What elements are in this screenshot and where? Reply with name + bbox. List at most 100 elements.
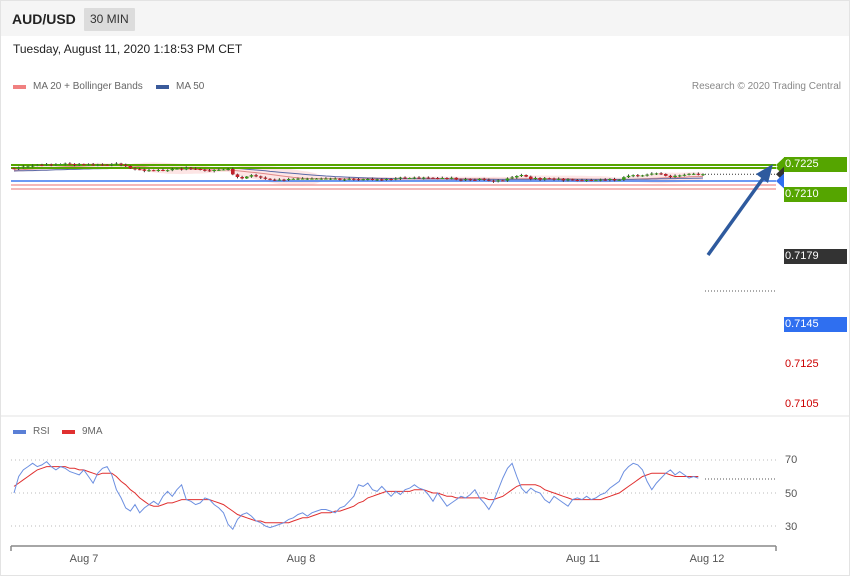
candle-body (454, 177, 459, 180)
candle-body (72, 164, 77, 165)
candle-body (100, 164, 105, 166)
candle-body (44, 164, 49, 166)
candle-body (449, 177, 454, 179)
candle-body (54, 164, 58, 166)
ma50-label: MA 50 (176, 81, 205, 92)
candle-body (217, 169, 221, 171)
candle-body (338, 178, 342, 180)
ma20-label: MA 20 + Bollinger Bands (33, 81, 143, 92)
candle-body (598, 179, 603, 181)
candle-body (556, 178, 561, 180)
candle-body (272, 179, 277, 181)
rsi-ma-line (13, 466, 699, 524)
level-tag-pivot: 0.7145 (784, 317, 847, 332)
candle-body (608, 179, 612, 180)
legend-ma20: MA 20 + Bollinger Bands (13, 81, 143, 92)
level-pivot-label: 0.7145 (785, 318, 819, 330)
candle-body (640, 175, 645, 177)
candle-body (631, 175, 635, 177)
candle-body (203, 169, 207, 171)
candle-body (170, 169, 175, 171)
candle-body (673, 175, 677, 177)
candle-body (179, 168, 184, 170)
candle-body (575, 180, 580, 181)
candle-body (701, 174, 705, 176)
candle-body (393, 178, 398, 180)
candle-body (324, 178, 328, 180)
candle-body (314, 178, 319, 180)
x-tick-aug12: Aug 12 (689, 553, 725, 565)
candle-body (412, 177, 417, 179)
candle-body (654, 173, 659, 175)
rsi-tick-70: 70 (785, 454, 798, 466)
candle-body (561, 178, 566, 181)
candle-body (151, 170, 156, 172)
candle-body (40, 164, 44, 166)
candle-body (421, 177, 426, 179)
candle-body (384, 179, 389, 180)
candle-body (477, 178, 482, 180)
candle-body (95, 164, 100, 166)
candle-body (221, 169, 226, 171)
candle-body (244, 176, 249, 179)
candle-body (612, 179, 617, 181)
timeframe-button[interactable]: 30 MIN (84, 8, 135, 31)
candle-body (659, 173, 663, 175)
candle-body (459, 179, 463, 181)
candle-body (156, 170, 161, 171)
candle-body (431, 177, 435, 179)
candle-body (691, 173, 696, 175)
candle-body (696, 173, 701, 175)
candle-body (258, 176, 263, 178)
candle-body (207, 170, 212, 172)
candle-body (375, 179, 379, 181)
candle-body (137, 169, 142, 171)
candle-body (49, 164, 54, 166)
candle-body (114, 163, 119, 165)
candle-body (30, 165, 35, 167)
candle-body (668, 175, 673, 177)
header-bar: AUD/USD 30 MIN (1, 1, 849, 36)
candle-body (566, 179, 570, 181)
candle-body (35, 164, 40, 166)
x-tick-aug11: Aug 11 (565, 553, 601, 565)
candle-body (552, 178, 556, 180)
candle-body (663, 174, 668, 176)
candle-body (682, 174, 687, 176)
rsi-tick-30: 30 (785, 521, 798, 533)
candle-body (528, 176, 533, 179)
candle-body (305, 178, 310, 180)
projection-arrow-shaft (706, 175, 766, 257)
candle-body (277, 179, 282, 181)
candle-body (296, 178, 300, 180)
candle-body (687, 173, 691, 175)
x-tick-aug8: Aug 8 (286, 553, 316, 565)
legend-rsi: RSI (13, 426, 50, 437)
candle-body (445, 178, 449, 179)
candle-body (291, 178, 296, 180)
rsi-line (13, 460, 699, 531)
legend-ma50: MA 50 (156, 81, 204, 92)
candle-body (622, 177, 626, 180)
level-tag-r2: 0.7225 (784, 157, 847, 172)
candle-body (16, 167, 21, 169)
candle-body (389, 179, 393, 180)
candle-body (119, 163, 123, 165)
timestamp: Tuesday, August 11, 2020 1:18:53 PM CET (13, 42, 243, 56)
candle-body (487, 179, 491, 181)
candle-body (542, 178, 547, 180)
candle-body (240, 177, 244, 179)
candle-body (86, 164, 91, 166)
candle-body (468, 179, 473, 181)
candle-body (91, 164, 95, 166)
candle-body (77, 164, 81, 166)
candle-body (342, 179, 347, 181)
rsi-ma-swatch (62, 429, 75, 434)
candle-body (594, 180, 598, 182)
candle-body (231, 169, 235, 175)
candle-body (649, 173, 654, 175)
candle-body (184, 167, 189, 170)
research-credit: Research © 2020 Trading Central (691, 81, 841, 92)
candle-body (58, 164, 63, 165)
